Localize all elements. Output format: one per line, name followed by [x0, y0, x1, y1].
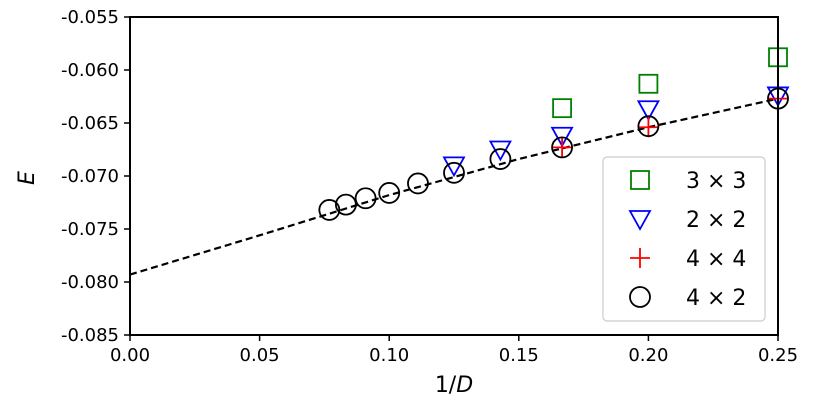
y-tick-label: -0.055	[61, 7, 119, 28]
x-tick-label: 0.10	[369, 345, 409, 366]
legend-label: 4 × 4	[686, 247, 746, 272]
triangle-down-marker	[442, 156, 466, 178]
legend-plus-marker	[630, 248, 650, 268]
circle-marker	[407, 172, 429, 195]
triangle-down-marker	[550, 126, 574, 148]
circle-marker	[335, 193, 357, 216]
triangle-down-marker	[488, 140, 512, 162]
y-tick-label: -0.060	[61, 60, 119, 81]
square-marker	[638, 73, 659, 94]
fit-line-layer	[129, 97, 779, 276]
x-tick-label: 0.00	[110, 345, 150, 366]
ticks-layer: 0.00 0.05 0.10 0.15 0.20 0.25 -0.055 -0.060 -0.0…	[61, 7, 798, 366]
circle-marker	[378, 182, 401, 204]
circle-marker	[637, 115, 660, 138]
x-axis-label-main: 1/	[435, 373, 457, 398]
legend-label: 4 × 2	[686, 286, 746, 311]
legend-label: 3 × 3	[686, 169, 746, 194]
y-tick-label: -0.085	[61, 325, 119, 346]
legend: 3 × 3 2 × 2 4 × 4 4 × 2	[602, 156, 766, 322]
y-tick-label: -0.080	[61, 272, 119, 293]
y-tick-label: -0.070	[61, 166, 119, 187]
legend-triangle-down-marker	[628, 210, 652, 231]
x-tick-label: 0.20	[628, 345, 668, 366]
x-tick-label: 0.05	[240, 345, 280, 366]
legend-label: 2 × 2	[686, 208, 746, 233]
fit-line	[129, 97, 779, 276]
circle-marker	[443, 161, 465, 184]
legend-square-marker	[630, 170, 650, 190]
y-tick-label: -0.065	[61, 113, 119, 134]
circle-marker	[551, 136, 573, 159]
series-1	[552, 47, 788, 119]
x-axis-label: 1/D	[435, 373, 473, 398]
x-tick-label: 0.25	[758, 345, 798, 366]
circle-marker	[318, 199, 341, 221]
plot-frame	[129, 16, 779, 336]
y-tick-label: -0.075	[61, 219, 119, 240]
plus-marker	[638, 117, 659, 138]
y-axis-label: E	[15, 171, 40, 185]
plus-marker	[552, 137, 573, 158]
x-tick-label: 0.15	[499, 345, 539, 366]
x-axis-label-variable: D	[456, 373, 473, 398]
legend-box	[602, 156, 766, 322]
square-marker	[552, 98, 572, 119]
legend-circle-marker	[629, 286, 651, 308]
triangle-down-marker	[636, 100, 660, 122]
circle-marker	[354, 187, 377, 210]
circle-marker	[489, 148, 512, 170]
